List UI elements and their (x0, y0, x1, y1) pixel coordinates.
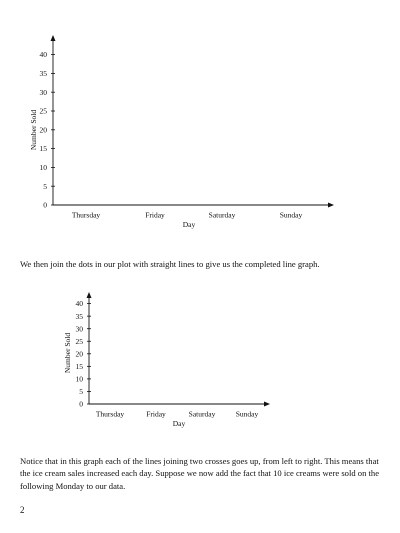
x-axis-arrowhead (264, 401, 270, 407)
x-tick-label: Friday (145, 211, 165, 220)
y-tick-label: 0 (43, 201, 47, 210)
line-graph-completed: 0 5 10 15 20 25 30 35 40 Thursday Friday Saturday Su… (0, 288, 400, 428)
x-tick-label: Saturday (209, 211, 236, 220)
x-tick-label: Saturday (189, 410, 216, 419)
y-tick-label: 20 (76, 349, 84, 358)
y-axis-title: Number Sold (63, 333, 72, 373)
page-number: 2 (20, 505, 25, 515)
x-tick-label: Sunday (280, 211, 303, 220)
y-axis-arrowhead (50, 35, 56, 41)
y-tick-label: 35 (40, 69, 48, 78)
x-axis-arrowhead (328, 202, 334, 208)
y-tick-label: 40 (76, 299, 84, 308)
y-axis-title: Number Sold (29, 110, 38, 150)
y-tick-label: 40 (40, 50, 48, 59)
x-axis-title: Day (173, 419, 186, 428)
y-tick-label: 15 (40, 144, 48, 153)
y-tick-label: 5 (79, 387, 83, 396)
y-tick-label: 10 (76, 375, 84, 384)
y-tick-label: 30 (76, 324, 84, 333)
y-tick-label: 30 (40, 88, 48, 97)
x-axis-title: Day (183, 220, 196, 229)
y-tick-label: 20 (40, 125, 48, 134)
x-tick-label: Thursday (72, 211, 101, 220)
y-tick-label: 25 (40, 107, 48, 116)
paragraph-notice-increase: Notice that in this graph each of the li… (20, 456, 380, 491)
y-axis-arrowhead (86, 292, 92, 298)
paragraph-join-dots: We then join the dots in our plot with s… (20, 259, 320, 269)
y-tick-label: 0 (79, 400, 83, 409)
line-graph-empty: 0 5 10 15 20 25 30 35 40 Thursday Friday Saturday Su… (0, 30, 400, 240)
chart-svg: 0 5 10 15 20 25 30 35 40 Thursday Friday Saturday Su… (63, 292, 270, 428)
y-tick-label: 35 (76, 312, 84, 321)
y-tick-label: 25 (76, 337, 84, 346)
y-tick-label: 15 (76, 362, 84, 371)
y-tick-label: 5 (43, 182, 47, 191)
y-tick-label: 10 (40, 163, 48, 172)
x-tick-label: Friday (146, 410, 166, 419)
x-tick-label: Sunday (236, 410, 259, 419)
chart-svg: 0 5 10 15 20 25 30 35 40 Thursday Friday Saturday Su… (29, 35, 334, 229)
x-tick-label: Thursday (96, 410, 125, 419)
